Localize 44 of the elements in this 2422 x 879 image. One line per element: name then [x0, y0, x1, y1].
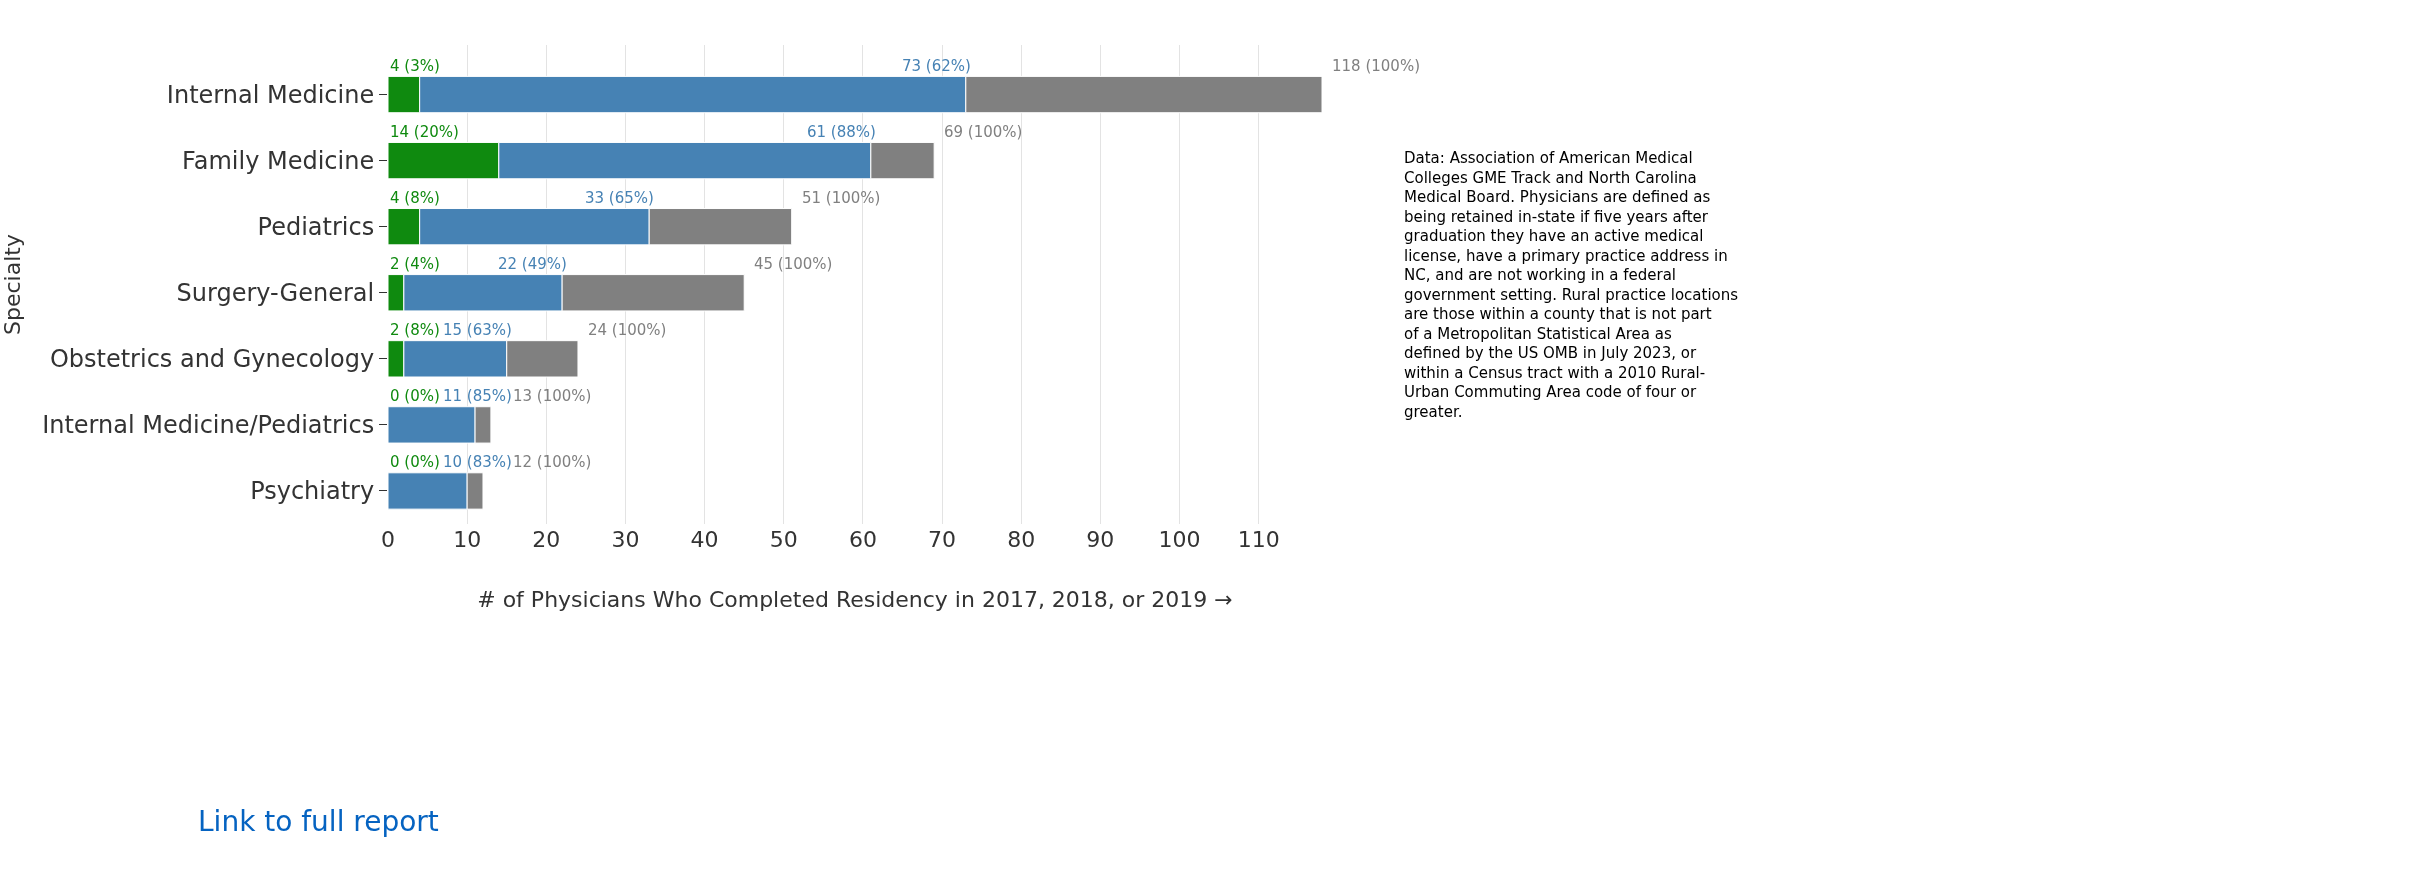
- x-tick-label: 20: [532, 527, 561, 552]
- x-tick-label: 0: [381, 527, 395, 552]
- annotation: 2 (8%): [390, 321, 440, 339]
- y-tick-label: Family Medicine: [182, 147, 375, 176]
- annotation: 69 (100%): [944, 123, 1023, 141]
- annotation: 15 (63%): [443, 321, 512, 339]
- annotation: 4 (3%): [390, 57, 440, 75]
- annotation: 61 (88%): [807, 123, 876, 141]
- annotation: 22 (49%): [498, 255, 567, 273]
- annotation: 13 (100%): [513, 387, 592, 405]
- annotation: 0 (0%): [390, 453, 440, 471]
- annotation: 118 (100%): [1332, 57, 1420, 75]
- x-axis-title: # of Physicians Who Completed Residency in 2017, 2018, or 2019 →: [477, 586, 1233, 612]
- y-tick-label: Pediatrics: [257, 213, 375, 242]
- x-tick-label: 60: [848, 527, 877, 552]
- annotation: 10 (83%): [443, 453, 512, 471]
- annotation: 4 (8%): [390, 189, 440, 207]
- annotation: 33 (65%): [585, 189, 654, 207]
- x-tick-label: 110: [1237, 527, 1280, 552]
- y-tick-label: Psychiatry: [250, 477, 375, 506]
- x-tick-label: 100: [1158, 527, 1201, 552]
- annotation: 73 (62%): [902, 57, 971, 75]
- x-tick-label: 10: [453, 527, 482, 552]
- annotation: 0 (0%): [390, 387, 440, 405]
- annotation: 14 (20%): [390, 123, 459, 141]
- annotation: 2 (4%): [390, 255, 440, 273]
- y-axis-title: Specialty: [0, 234, 25, 335]
- x-tick-label: 50: [769, 527, 798, 552]
- x-tick-label: 40: [690, 527, 719, 552]
- y-tick-label: Surgery-General: [176, 279, 375, 308]
- y-tick-label: Internal Medicine: [166, 80, 375, 109]
- text: Data: Association of American Medical Colleges GME Track and North Carolina Medical Board. Physicians are defined as being retained in-state if five years after graduation they have an active medical license, have a primary practice address in NC, and are not working in a federal government setting. Rural practice locations are those within a county that is not part of a Metropolitan Statistical Area as defined by the US OMB in July 2023, or within a Census tract with a 2010 Rural-Urban Commuting Area code of four or greater.: [1404, 149, 1739, 421]
- text: Link to full report: [198, 805, 439, 838]
- annotation: 45 (100%): [754, 255, 833, 273]
- y-tick-label: Obstetrics and Gynecology: [49, 345, 375, 374]
- x-tick-label: 80: [1007, 527, 1036, 552]
- annotation: 12 (100%): [513, 453, 592, 471]
- y-tick-label: Internal Medicine/Pediatrics: [42, 411, 375, 440]
- annotation: 11 (85%): [443, 387, 512, 405]
- x-tick-label: 70: [928, 527, 957, 552]
- annotation: 24 (100%): [588, 321, 667, 339]
- annotation: 51 (100%): [802, 189, 881, 207]
- x-tick-label: 90: [1086, 527, 1115, 552]
- x-tick-label: 30: [611, 527, 640, 552]
